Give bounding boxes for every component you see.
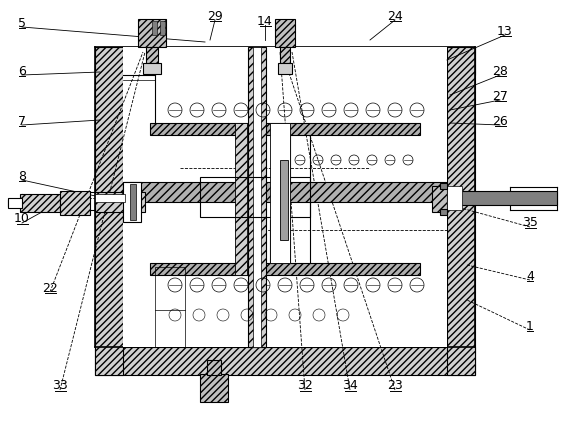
- Bar: [160, 22, 165, 36]
- Bar: [8, 199, 22, 209]
- Bar: [155, 267, 185, 347]
- Bar: [123, 183, 141, 222]
- Bar: [207, 360, 221, 375]
- Bar: [447, 48, 475, 375]
- Bar: [130, 184, 136, 221]
- Bar: [95, 193, 145, 212]
- Text: 34: 34: [342, 379, 358, 392]
- Text: 24: 24: [387, 9, 403, 22]
- Bar: [123, 183, 447, 203]
- Text: 1: 1: [526, 319, 534, 332]
- Text: 7: 7: [18, 114, 26, 127]
- Bar: [95, 48, 123, 375]
- Bar: [235, 124, 247, 275]
- Text: 14: 14: [257, 15, 273, 28]
- Bar: [440, 209, 447, 215]
- Bar: [447, 191, 557, 206]
- Text: 4: 4: [526, 269, 534, 282]
- Text: 32: 32: [297, 379, 313, 392]
- Bar: [278, 64, 292, 75]
- Text: 6: 6: [18, 64, 26, 77]
- Bar: [95, 194, 125, 203]
- Text: 27: 27: [492, 89, 508, 102]
- Bar: [143, 64, 161, 75]
- Bar: [60, 191, 90, 215]
- Bar: [432, 187, 447, 212]
- Text: 28: 28: [492, 64, 508, 77]
- Bar: [248, 48, 266, 347]
- Bar: [95, 347, 475, 375]
- Text: 26: 26: [492, 114, 508, 127]
- Bar: [275, 20, 295, 48]
- Bar: [150, 124, 420, 136]
- Bar: [440, 184, 447, 190]
- Text: 8: 8: [18, 169, 26, 182]
- Bar: [152, 22, 157, 36]
- Text: 13: 13: [497, 25, 513, 37]
- Text: 23: 23: [387, 379, 403, 392]
- Text: 33: 33: [52, 379, 68, 392]
- Bar: [146, 48, 158, 64]
- Text: 5: 5: [18, 16, 26, 29]
- Bar: [280, 161, 288, 240]
- Bar: [253, 48, 261, 347]
- Text: 29: 29: [207, 9, 223, 22]
- Bar: [20, 194, 60, 212]
- Bar: [280, 48, 290, 64]
- Bar: [150, 264, 420, 275]
- Text: 35: 35: [522, 216, 538, 229]
- Bar: [200, 374, 228, 402]
- Bar: [123, 48, 447, 347]
- Text: 10: 10: [14, 212, 30, 225]
- Bar: [200, 178, 310, 218]
- Text: 22: 22: [42, 281, 58, 294]
- Bar: [138, 20, 166, 48]
- Bar: [95, 48, 475, 76]
- Bar: [270, 124, 290, 264]
- Bar: [447, 187, 462, 211]
